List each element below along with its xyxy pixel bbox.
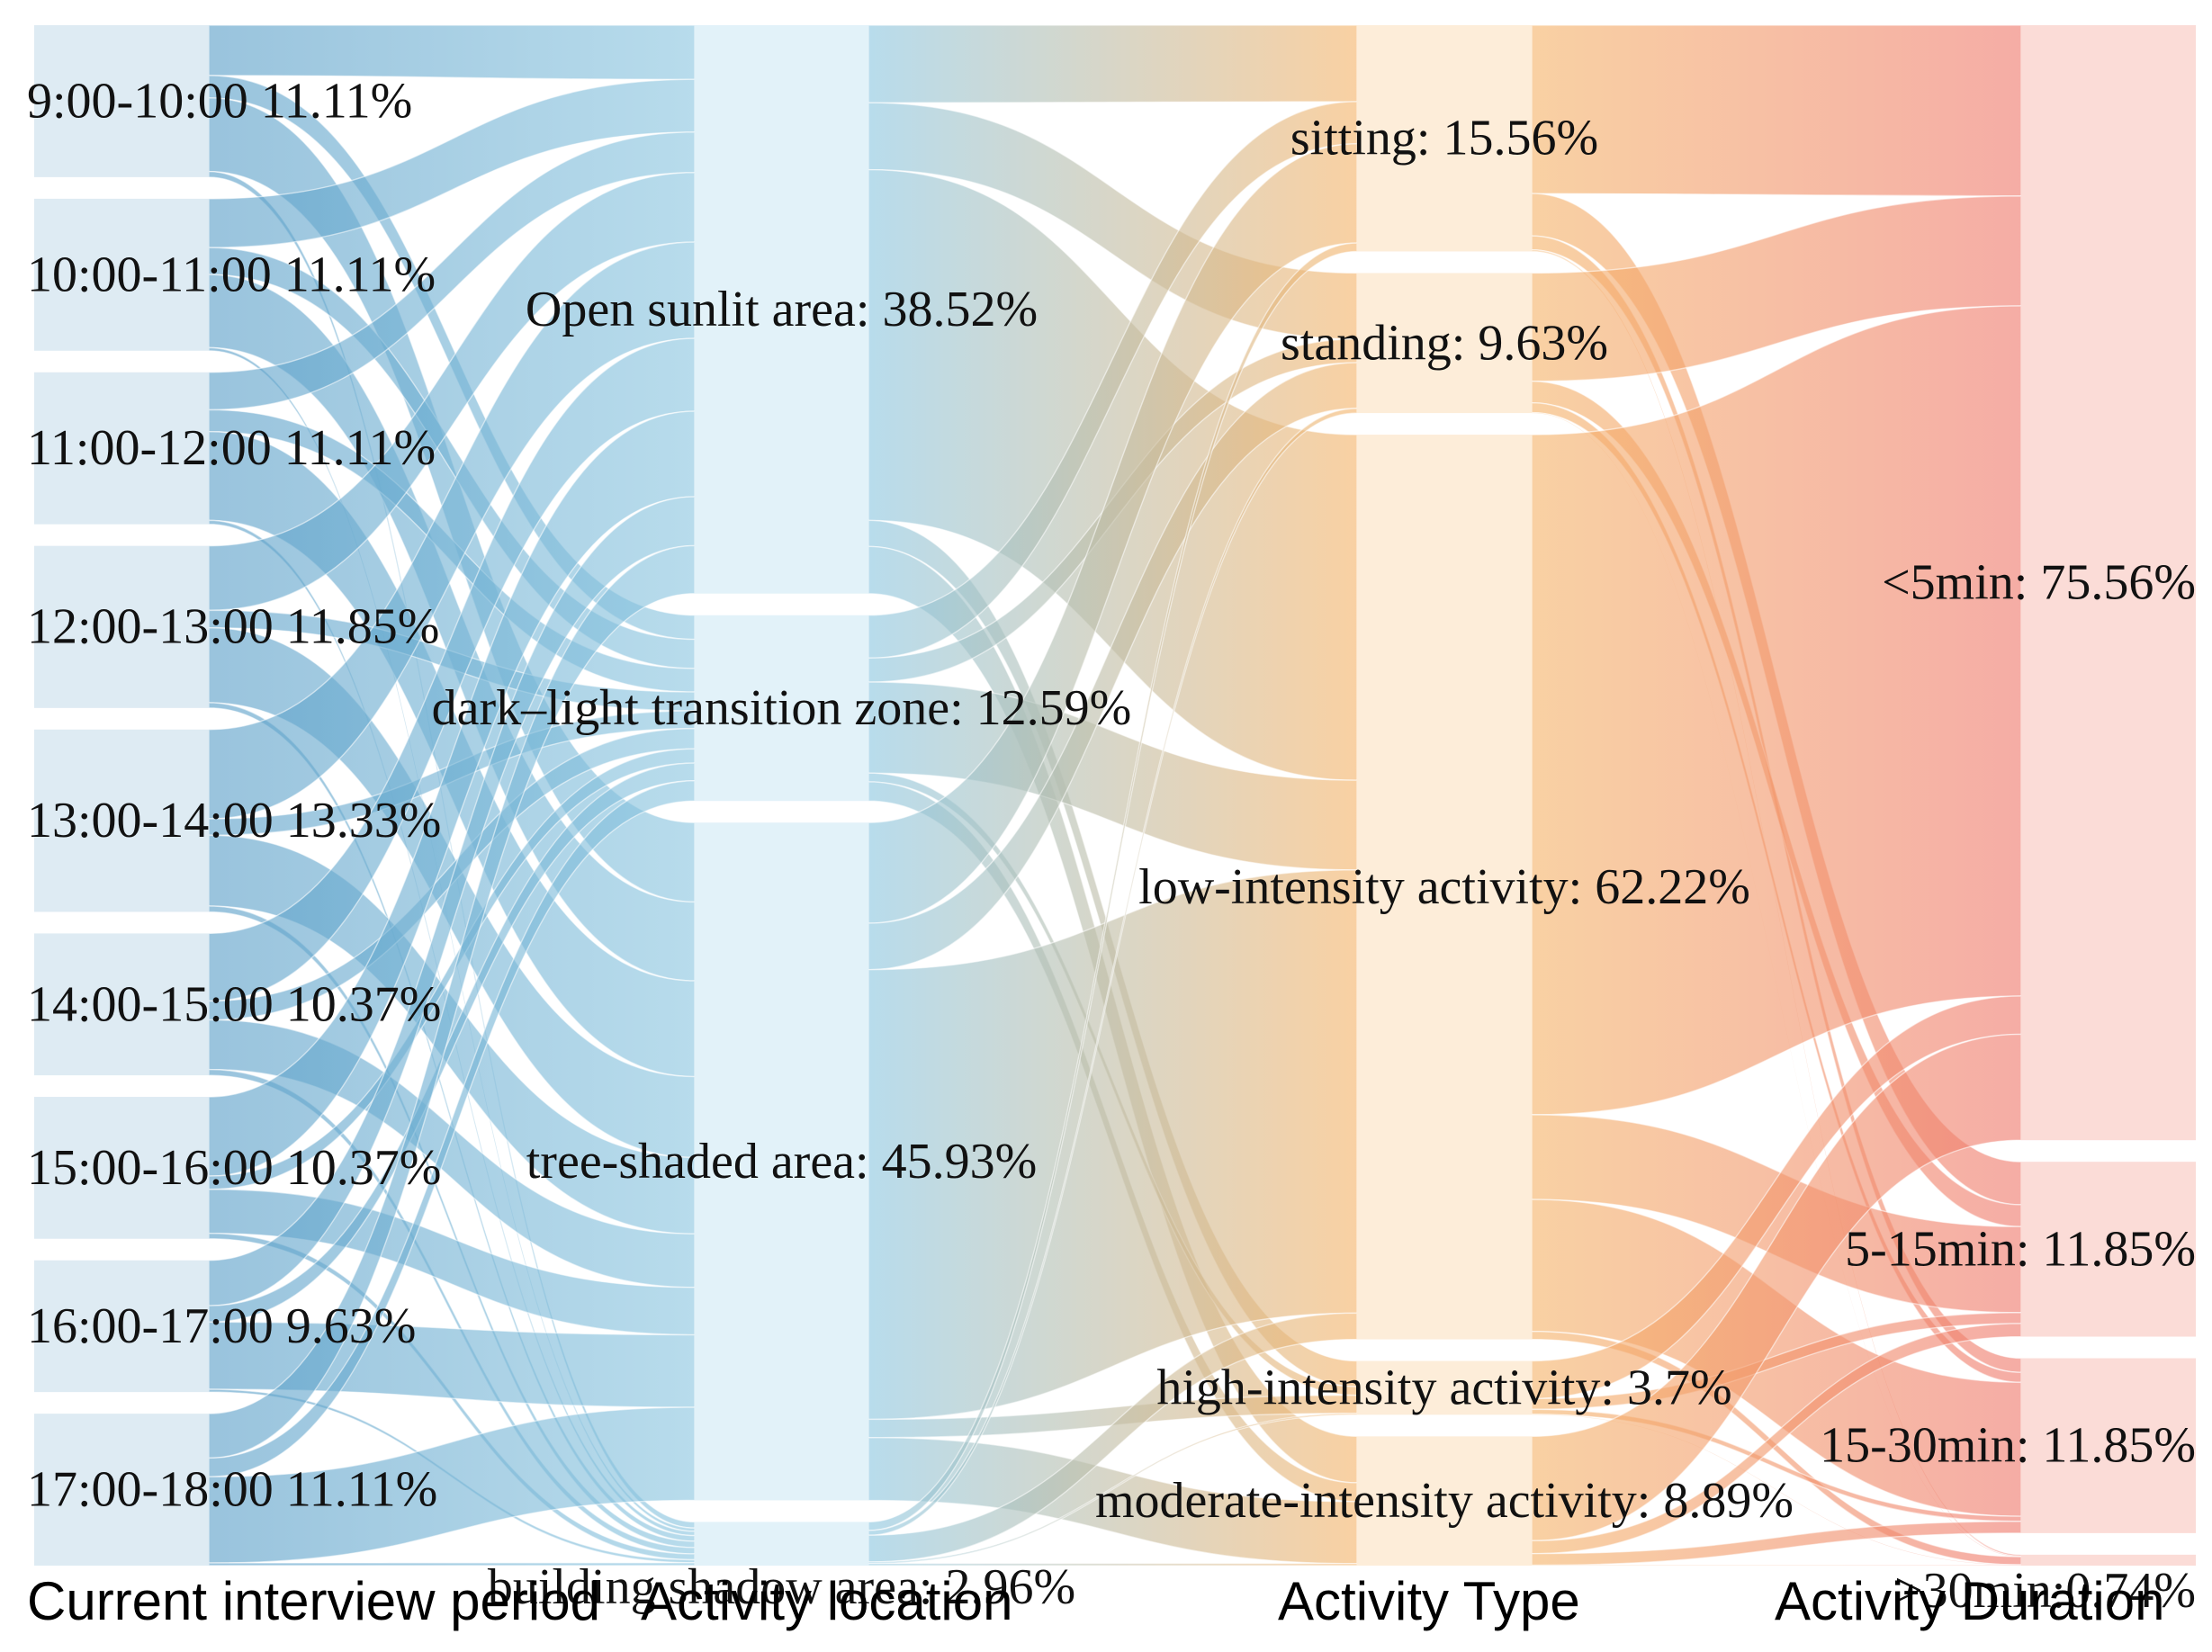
node-16-00-17-00 <box>34 1260 209 1393</box>
node-standing <box>1357 273 1532 414</box>
sankey-links <box>208 24 2022 1567</box>
flow-building-shadow-area-to-sitting <box>868 242 1358 1531</box>
label-9-00-10-00: 9:00-10:00 11.11% <box>27 73 412 129</box>
label-11-00-12-00: 11:00-12:00 11.11% <box>27 420 436 476</box>
node-15-00-16-00 <box>34 1097 209 1239</box>
column-title-activity-location: Activity location <box>641 1571 1013 1631</box>
flow-building-shadow-area-to-low-intensity-activity <box>868 1312 1358 1563</box>
node-building-shadow-area <box>695 1522 868 1566</box>
node-sitting <box>1357 25 1532 252</box>
label-16-00-17-00: 16:00-17:00 9.63% <box>27 1298 416 1354</box>
column-title-activity-type: Activity Type <box>1278 1571 1580 1631</box>
label-17-00-18-00: 17:00-18:00 11.11% <box>27 1462 437 1518</box>
label-15-30min: 15-30min: 11.85% <box>1820 1418 2196 1474</box>
label-sitting: sitting: 15.56% <box>1290 111 1598 166</box>
label-tree-shaded-area: tree-shaded area: 45.93% <box>526 1134 1038 1190</box>
label-12-00-13-00: 12:00-13:00 11.85% <box>27 599 439 655</box>
column-title-interview-period: Current interview period <box>27 1571 600 1631</box>
node-15-30min <box>2021 1358 2196 1533</box>
node-14-00-15-00 <box>34 933 209 1076</box>
node-10-00-11-00 <box>34 198 209 351</box>
label-building-shadow-area: building shadow area: 2.96% <box>488 1559 1075 1615</box>
node-dark-light-transition-zone <box>695 615 868 802</box>
label-dark-light-transition-zone: dark–light transition zone: 12.59% <box>432 680 1132 736</box>
flow-sitting-to-5min <box>1531 24 2022 197</box>
node-tree-shaded-area <box>695 822 868 1501</box>
label-moderate-intensity-activity: moderate-intensity activity: 8.89% <box>1095 1473 1794 1529</box>
label-5-15min: 5-15min: 11.85% <box>1845 1221 2196 1277</box>
node-30min <box>2021 1554 2196 1566</box>
label-13-00-14-00: 13:00-14:00 13.33% <box>27 793 441 848</box>
node-13-00-14-00 <box>34 729 209 912</box>
node-9-00-10-00 <box>34 25 209 177</box>
sankey-labels: 9:00-10:00 11.11% 10:00-11:00 11.11% 11:00… <box>27 73 2196 1619</box>
label-15-00-16-00: 15:00-16:00 10.37% <box>27 1140 441 1196</box>
label-high-intensity-activity: high-intensity activity: 3.7% <box>1156 1360 1731 1415</box>
node-low-intensity-activity <box>1357 435 1532 1340</box>
node-12-00-13-00 <box>34 545 209 708</box>
flow-building-shadow-area-to-high-intensity-activity <box>868 1412 1358 1565</box>
node-17-00-18-00 <box>34 1414 209 1566</box>
label-14-00-15-00: 14:00-15:00 10.37% <box>27 976 441 1032</box>
flow-9-00-10-00-to-open-sunlit-area <box>208 24 696 80</box>
column-title-activity-duration: Activity Duration <box>1775 1571 2164 1631</box>
node-open-sunlit-area <box>695 25 868 594</box>
label-10-00-11-00: 10:00-11:00 11.11% <box>27 247 436 302</box>
label-open-sunlit-area: Open sunlit area: 38.52% <box>526 282 1038 337</box>
label-standing: standing: 9.63% <box>1281 315 1608 371</box>
label-low-intensity-activity: low-intensity activity: 62.22% <box>1138 859 1750 915</box>
node-5-15min <box>2021 1162 2196 1337</box>
column-titles: Current interview period Activity locati… <box>27 1571 2164 1631</box>
sankey-nodes <box>34 25 2196 1566</box>
label-5min: <5min: 75.56% <box>1882 555 2196 611</box>
node-5min <box>2021 25 2196 1141</box>
node-11-00-12-00 <box>34 372 209 525</box>
node-moderate-intensity-activity <box>1357 1436 1532 1566</box>
flow-open-sunlit-area-to-sitting <box>868 24 1358 103</box>
label-30min: >30min:0.74% <box>1894 1563 2196 1619</box>
node-high-intensity-activity <box>1357 1360 1532 1415</box>
